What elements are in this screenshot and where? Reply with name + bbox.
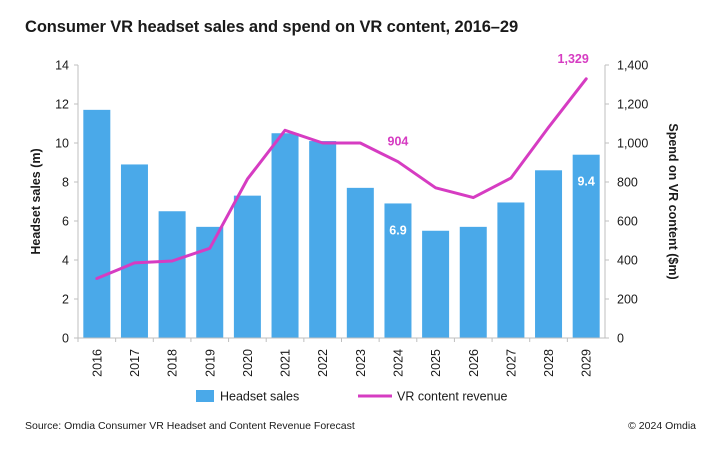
line-data-label: 904	[388, 135, 409, 149]
y-right-tick-label: 400	[617, 254, 638, 268]
y-left-tick-label: 0	[62, 332, 69, 346]
bar-2020	[233, 195, 261, 338]
bar-2019	[196, 226, 224, 338]
bar-data-label: 9.4	[577, 175, 594, 189]
y-left-tick-label: 6	[62, 215, 69, 229]
line-data-label: 1,329	[558, 52, 589, 66]
y-right-tick-label: 1,000	[617, 137, 648, 151]
x-tick-label: 2025	[429, 349, 443, 377]
y-left-tick-label: 10	[55, 137, 69, 151]
bar-2027	[497, 202, 525, 338]
y-right-tick-label: 200	[617, 293, 638, 307]
x-tick-label: 2021	[279, 349, 293, 377]
y-right-tick-label: 800	[617, 176, 638, 190]
bar-2026	[459, 226, 487, 338]
y-left-tick-label: 2	[62, 293, 69, 307]
x-tick-label: 2024	[391, 349, 405, 377]
bar-2016	[83, 109, 111, 338]
legend-swatch-headset-sales	[196, 390, 214, 402]
x-tick-label: 2023	[354, 349, 368, 377]
y-axis-right-title: Spend on VR content ($m)	[666, 123, 680, 279]
legend-label-vr-content-revenue: VR content revenue	[397, 390, 508, 404]
y-left-tick-label: 12	[55, 98, 69, 112]
x-tick-label: 2028	[542, 349, 556, 377]
y-left-tick-label: 8	[62, 176, 69, 190]
bar-2023	[346, 187, 374, 338]
x-tick-label: 2018	[166, 349, 180, 377]
y-right-tick-label: 600	[617, 215, 638, 229]
copyright-note: © 2024 Omdia	[628, 420, 696, 432]
x-tick-label: 2016	[90, 349, 104, 377]
x-tick-label: 2027	[504, 349, 518, 377]
y-right-tick-label: 0	[617, 332, 624, 346]
bar-2017	[120, 164, 148, 338]
x-tick-label: 2026	[467, 349, 481, 377]
x-tick-label: 2019	[203, 349, 217, 377]
chart-title: Consumer VR headset sales and spend on V…	[25, 18, 519, 36]
source-note: Source: Omdia Consumer VR Headset and Co…	[25, 420, 355, 432]
y-axis-left-title: Headset sales (m)	[29, 148, 43, 254]
bar-2022	[309, 141, 337, 338]
y-right-tick-label: 1,200	[617, 98, 648, 112]
bar-2028	[535, 170, 563, 338]
bar-2021	[271, 133, 299, 338]
y-left-tick-label: 4	[62, 254, 69, 268]
legend-label-headset-sales: Headset sales	[220, 390, 299, 404]
y-right-tick-label: 1,400	[617, 59, 648, 73]
line-vr-content-revenue	[95, 77, 588, 280]
x-tick-label: 2020	[241, 349, 255, 377]
bar-2029	[572, 154, 600, 338]
y-left-tick-label: 14	[55, 59, 69, 73]
x-tick-label: 2029	[580, 349, 594, 377]
x-tick-label: 2022	[316, 349, 330, 377]
bar-2018	[158, 211, 186, 338]
x-tick-label: 2017	[128, 349, 142, 377]
bar-2025	[422, 230, 450, 338]
bar-data-label: 6.9	[389, 223, 406, 237]
bar-2024	[384, 203, 412, 338]
